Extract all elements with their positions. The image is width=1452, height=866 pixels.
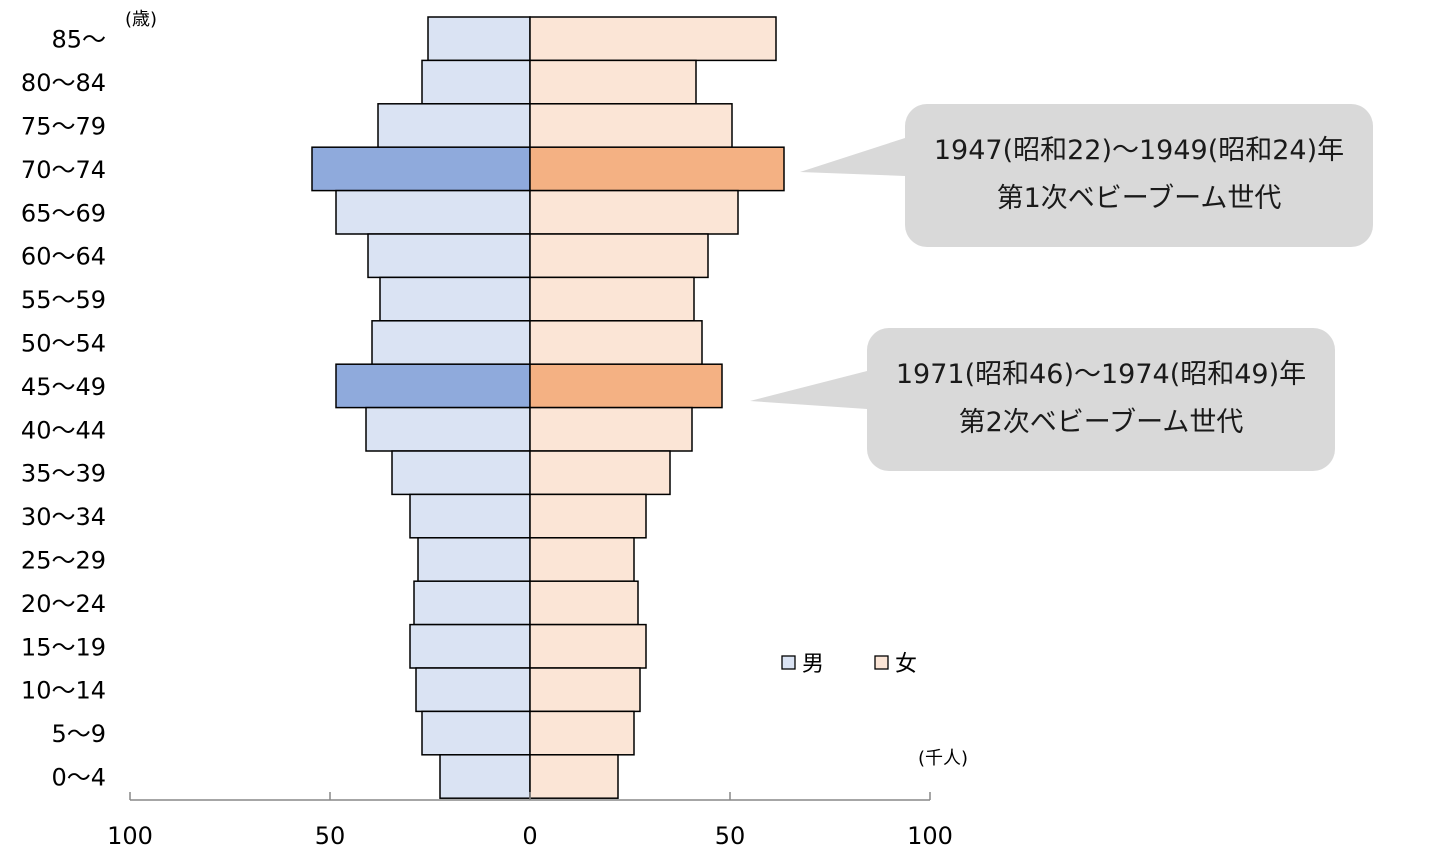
female-bar-50-to-54 bbox=[529, 320, 703, 365]
x-tick-label: 100 bbox=[107, 822, 153, 850]
female-bar-10-to-14 bbox=[529, 667, 641, 713]
bars-group bbox=[311, 16, 785, 799]
female-bar-65-to-69 bbox=[529, 189, 739, 235]
age-labels-group: 85～ 80～84 75～79 70～74 65～69 60～64 55～59 50～54 45… bbox=[21, 26, 106, 792]
y-unit-label: (歳) bbox=[125, 9, 157, 30]
callout-first-baby-boom: 1947(昭和22)～1949(昭和24)年 第1次ベビーブーム世代 bbox=[905, 104, 1373, 247]
legend: 男女 bbox=[781, 652, 917, 677]
age-label-85-plus: 85～ bbox=[51, 26, 106, 54]
callout-tails bbox=[750, 138, 905, 409]
age-label-50-to-54: 50～54 bbox=[21, 330, 106, 358]
age-label-45-to-49: 45～49 bbox=[21, 373, 106, 401]
female-bar-15-to-19 bbox=[529, 623, 647, 669]
female-bar-40-to-44 bbox=[529, 406, 693, 452]
age-label-65-to-69: 65～69 bbox=[21, 199, 106, 227]
male-bar-45-to-49 bbox=[335, 363, 531, 409]
age-label-0-to-4: 0～4 bbox=[51, 764, 106, 792]
male-bar-50-to-54 bbox=[371, 320, 531, 365]
x-tick-label: 0 bbox=[522, 822, 537, 850]
female-bar-80-to-84 bbox=[529, 59, 697, 105]
callout-1-years: 1947(昭和22)～1949(昭和24)年 bbox=[933, 135, 1345, 166]
age-label-80-to-84: 80～84 bbox=[21, 69, 106, 97]
age-label-55-to-59: 55～59 bbox=[21, 286, 106, 314]
male-bar-70-to-74 bbox=[311, 146, 531, 192]
callout-1-tail bbox=[800, 138, 905, 176]
callout-second-baby-boom: 1971(昭和46)～1974(昭和49)年 第2次ベビーブーム世代 bbox=[867, 328, 1335, 471]
female-bar-75-to-79 bbox=[529, 103, 733, 148]
male-bar-5-to-9 bbox=[421, 710, 531, 756]
x-tick-label: 50 bbox=[715, 822, 746, 850]
female-bar-70-to-74 bbox=[529, 146, 785, 192]
female-bar-55-to-59 bbox=[529, 276, 695, 322]
legend-label-female: 女 bbox=[895, 652, 917, 677]
callout-2-years: 1971(昭和46)～1974(昭和49)年 bbox=[895, 359, 1307, 390]
age-label-10-to-14: 10～14 bbox=[21, 677, 106, 705]
male-bar-85-plus bbox=[427, 16, 531, 62]
age-label-25-to-29: 25～29 bbox=[21, 547, 106, 575]
legend-swatch-male bbox=[781, 655, 796, 670]
female-bar-30-to-34 bbox=[529, 493, 647, 539]
age-label-15-to-19: 15～19 bbox=[21, 633, 106, 661]
age-label-5-to-9: 5～9 bbox=[51, 720, 106, 748]
male-bar-35-to-39 bbox=[391, 450, 531, 496]
female-bar-5-to-9 bbox=[529, 710, 635, 756]
female-bar-25-to-29 bbox=[529, 537, 635, 582]
male-bar-25-to-29 bbox=[417, 537, 531, 582]
age-label-30-to-34: 30～34 bbox=[21, 503, 106, 531]
male-bar-75-to-79 bbox=[377, 103, 531, 148]
male-bar-20-to-24 bbox=[413, 580, 531, 626]
female-bar-45-to-49 bbox=[529, 363, 723, 409]
age-label-40-to-44: 40～44 bbox=[21, 416, 106, 444]
male-bar-60-to-64 bbox=[367, 233, 531, 279]
male-bar-55-to-59 bbox=[379, 276, 531, 322]
age-label-35-to-39: 35～39 bbox=[21, 460, 106, 488]
female-bar-85-plus bbox=[529, 16, 777, 62]
callout-2-title: 第2次ベビーブーム世代 bbox=[958, 407, 1244, 438]
male-bar-80-to-84 bbox=[421, 59, 531, 105]
callout-2-tail bbox=[750, 371, 867, 409]
male-bar-40-to-44 bbox=[365, 406, 531, 452]
age-label-60-to-64: 60～64 bbox=[21, 243, 106, 271]
female-bar-35-to-39 bbox=[529, 450, 671, 496]
male-bar-15-to-19 bbox=[409, 623, 531, 669]
x-tick-label: 100 bbox=[907, 822, 953, 850]
male-bar-10-to-14 bbox=[415, 667, 531, 713]
age-label-20-to-24: 20～24 bbox=[21, 590, 106, 618]
x-axis: 100 50 0 50 100 bbox=[107, 792, 953, 850]
female-bar-60-to-64 bbox=[529, 233, 709, 279]
x-tick-label: 50 bbox=[315, 822, 346, 850]
x-unit-label: (千人) bbox=[918, 748, 968, 769]
male-bar-30-to-34 bbox=[409, 493, 531, 539]
male-bar-0-to-4 bbox=[439, 754, 531, 799]
age-label-75-to-79: 75～79 bbox=[21, 113, 106, 141]
female-bar-20-to-24 bbox=[529, 580, 639, 626]
male-bar-65-to-69 bbox=[335, 189, 531, 235]
legend-label-male: 男 bbox=[802, 652, 824, 677]
callout-1-title: 第1次ベビーブーム世代 bbox=[996, 183, 1282, 214]
female-bar-0-to-4 bbox=[529, 754, 619, 799]
legend-swatch-female bbox=[874, 655, 889, 670]
age-label-70-to-74: 70～74 bbox=[21, 156, 106, 184]
